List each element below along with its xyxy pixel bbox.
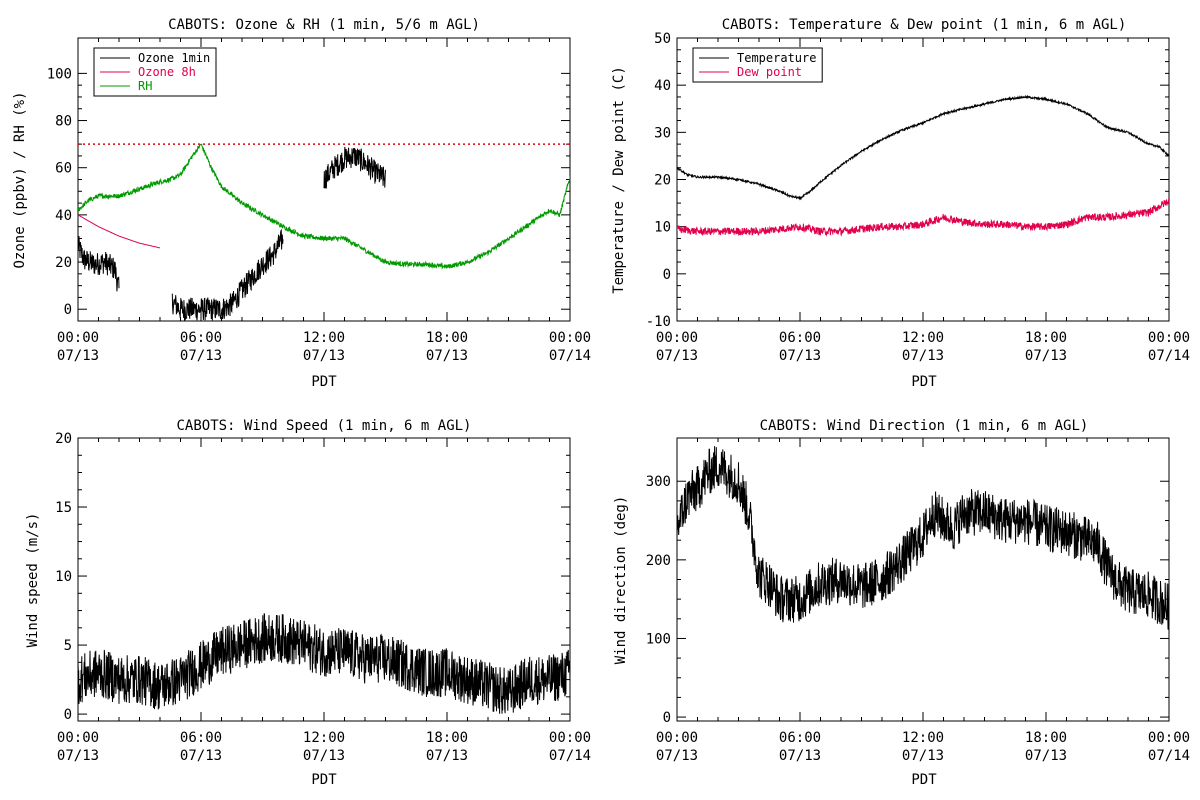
- series-line-rh-0: [78, 143, 570, 270]
- y-tick-label: 0: [663, 710, 671, 726]
- x-tick-label-time: 00:00: [549, 330, 591, 346]
- x-axis-label: PDT: [911, 374, 937, 390]
- panel-temperature-dewpoint: CABOTS: Temperature & Dew point (1 min, …: [611, 17, 1190, 390]
- x-tick-label-time: 18:00: [426, 330, 468, 346]
- x-axis-label: PDT: [911, 772, 937, 788]
- series-line-data-0: [677, 446, 1169, 630]
- series-line-temperature-0: [677, 94, 1169, 201]
- x-tick-label-time: 06:00: [779, 730, 821, 746]
- y-tick-label: 40: [55, 208, 72, 224]
- y-axis-label: Temperature / Dew point (C): [611, 66, 627, 294]
- x-tick-label-date: 07/13: [656, 348, 698, 364]
- x-tick-label-time: 12:00: [902, 730, 944, 746]
- y-tick-label: 5: [64, 638, 72, 654]
- chart-title: CABOTS: Ozone & RH (1 min, 5/6 m AGL): [168, 17, 480, 33]
- x-tick-label-time: 18:00: [1025, 730, 1067, 746]
- series-line-ozone-8h-0: [78, 214, 161, 249]
- x-tick-label-time: 00:00: [656, 730, 698, 746]
- x-tick-label-time: 00:00: [57, 330, 99, 346]
- x-tick-label-date: 07/14: [549, 348, 591, 364]
- x-tick-label-time: 06:00: [779, 330, 821, 346]
- x-tick-label-time: 18:00: [426, 730, 468, 746]
- series-line-ozone-1min-2: [323, 146, 386, 189]
- legend-label: RH: [138, 79, 152, 93]
- x-tick-label-date: 07/14: [1148, 748, 1190, 764]
- y-tick-label: 15: [55, 500, 72, 516]
- x-tick-label-time: 00:00: [549, 730, 591, 746]
- y-tick-label: 20: [55, 431, 72, 447]
- series-line-ozone-1min-0: [78, 236, 120, 292]
- x-tick-label-date: 07/13: [779, 748, 821, 764]
- x-axis-label: PDT: [311, 374, 337, 390]
- y-tick-label: 0: [64, 707, 72, 723]
- y-tick-label: 0: [64, 302, 72, 318]
- x-tick-label-date: 07/13: [426, 748, 468, 764]
- x-tick-label-time: 06:00: [180, 730, 222, 746]
- x-tick-label-date: 07/13: [1025, 348, 1067, 364]
- y-tick-label: 20: [654, 173, 671, 189]
- legend-box: [692, 47, 823, 83]
- x-tick-label-date: 07/13: [180, 748, 222, 764]
- y-tick-label: 200: [646, 553, 671, 569]
- x-tick-label-date: 07/13: [303, 348, 345, 364]
- legend-label: Dew point: [737, 65, 802, 79]
- y-tick-label: 0: [663, 267, 671, 283]
- y-tick-label: 80: [55, 114, 72, 130]
- x-axis-label: PDT: [311, 772, 337, 788]
- x-tick-label-date: 07/13: [779, 348, 821, 364]
- y-tick-label: 30: [654, 125, 671, 141]
- y-tick-label: 50: [654, 31, 671, 47]
- x-tick-label-date: 07/13: [902, 748, 944, 764]
- x-tick-label-date: 07/13: [57, 748, 99, 764]
- x-tick-label-time: 00:00: [57, 730, 99, 746]
- x-tick-label-time: 06:00: [180, 330, 222, 346]
- legend-label: Temperature: [737, 51, 816, 65]
- x-tick-label-time: 12:00: [902, 330, 944, 346]
- x-tick-label-date: 07/13: [180, 348, 222, 364]
- x-tick-label-date: 07/14: [549, 748, 591, 764]
- x-tick-label-time: 12:00: [303, 330, 345, 346]
- x-tick-label-date: 07/14: [1148, 348, 1190, 364]
- y-tick-label: 10: [55, 569, 72, 585]
- chart-title: CABOTS: Wind Direction (1 min, 6 m AGL): [760, 418, 1089, 434]
- series-line-ozone-1min-1: [171, 228, 284, 321]
- x-tick-label-date: 07/13: [303, 748, 345, 764]
- x-tick-label-date: 07/13: [1025, 748, 1067, 764]
- y-tick-label: 10: [654, 220, 671, 236]
- panel-wind-direction: CABOTS: Wind Direction (1 min, 6 m AGL) …: [613, 418, 1190, 788]
- x-tick-label-time: 00:00: [1148, 330, 1190, 346]
- legend-label: Ozone 1min: [138, 51, 210, 65]
- y-axis-label: Wind direction (deg): [613, 496, 629, 665]
- y-axis-label: Ozone (ppbv) / RH (%): [12, 91, 28, 268]
- y-tick-label: 300: [646, 474, 671, 490]
- panel-ozone-rh: CABOTS: Ozone & RH (1 min, 5/6 m AGL) PD…: [12, 17, 591, 390]
- x-tick-label-time: 18:00: [1025, 330, 1067, 346]
- plot-frame: [676, 437, 1170, 722]
- series-line-dew-point-0: [677, 198, 1169, 237]
- y-tick-label: 60: [55, 161, 72, 177]
- x-tick-label-date: 07/13: [57, 348, 99, 364]
- y-tick-label: 100: [646, 631, 671, 647]
- x-tick-label-date: 07/13: [656, 748, 698, 764]
- y-tick-label: 100: [47, 66, 72, 82]
- y-tick-label: 40: [654, 78, 671, 94]
- x-tick-label-time: 00:00: [656, 330, 698, 346]
- x-tick-label-date: 07/13: [902, 348, 944, 364]
- y-tick-label: 20: [55, 255, 72, 271]
- chart-title: CABOTS: Temperature & Dew point (1 min, …: [722, 17, 1127, 33]
- chart-title: CABOTS: Wind Speed (1 min, 6 m AGL): [176, 418, 471, 434]
- x-tick-label-date: 07/13: [426, 348, 468, 364]
- x-tick-label-time: 12:00: [303, 730, 345, 746]
- legend-label: Ozone 8h: [138, 65, 196, 79]
- panel-wind-speed: CABOTS: Wind Speed (1 min, 6 m AGL) PDT …: [25, 418, 591, 788]
- y-axis-label: Wind speed (m/s): [25, 513, 41, 648]
- x-tick-label-time: 00:00: [1148, 730, 1190, 746]
- series-line-data-0: [78, 613, 570, 714]
- y-tick-label: -10: [646, 314, 671, 330]
